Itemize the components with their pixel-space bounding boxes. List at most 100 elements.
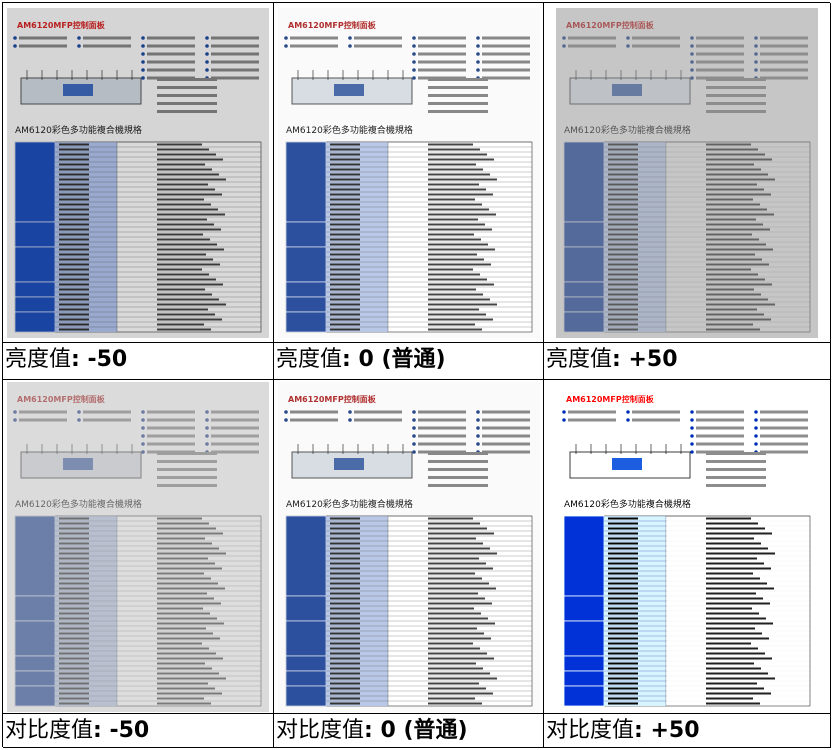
text-line [608,153,638,155]
table-group [285,595,326,621]
text-line [427,313,486,315]
bullet [690,417,694,422]
table-group [14,281,56,297]
table-group [563,246,605,282]
text-line [427,143,473,145]
text-line [427,298,490,300]
text-line [289,44,338,47]
text-line [427,642,473,644]
text-line [706,532,772,534]
text-line [608,233,638,235]
text-line [427,178,497,180]
text-line [760,60,808,63]
text-line [157,93,217,97]
bullet [77,43,81,48]
bullet [754,59,758,64]
text-line [59,248,89,250]
table-group [285,296,326,312]
text-line [329,313,360,315]
bullet [347,417,352,422]
bullet [690,51,694,56]
text-line [706,198,753,200]
text-line [760,418,808,421]
text-line [706,587,774,589]
text-line [417,36,466,39]
text-line [83,418,131,421]
text-line [608,657,638,659]
text-line [329,582,360,584]
text-line [706,308,757,310]
text-line [157,527,216,529]
bullet [141,441,145,446]
text-line [157,672,219,674]
text-line [706,238,759,240]
text-line [706,158,772,160]
text-line [608,213,638,215]
bullet [141,51,145,56]
panel-screen [333,83,364,96]
table-group [563,311,605,332]
text-line [608,612,638,614]
text-line [329,592,360,594]
text-line [706,173,768,175]
bullet [205,59,209,64]
bullet [475,441,480,446]
text-line [481,76,530,79]
text-line [157,702,211,704]
text-line [427,93,488,97]
bullet [754,425,758,430]
caption: 对比度值: -50 [3,714,274,748]
bullet [205,409,209,414]
text-line [706,153,765,155]
text-line [59,692,89,694]
text-line [59,293,89,295]
text-line [59,577,89,579]
text-line [329,677,360,679]
text-line [608,148,638,150]
text-line [157,273,209,275]
text-line [706,93,766,97]
text-line [427,153,487,155]
text-line [427,233,474,235]
caption-setting: : 0 (普通) [364,718,468,743]
text-line [706,475,766,479]
text-line [427,288,476,290]
text-line [427,522,480,524]
bullet [347,35,352,40]
text-line [608,188,638,190]
text-line [706,672,768,674]
text-line [19,44,67,47]
text-line [59,153,89,155]
text-line [59,208,89,210]
text-line [157,607,203,609]
text-line [147,36,195,39]
text-line [427,203,482,205]
table-group [563,281,605,297]
text-line [329,617,360,619]
text-line [706,567,771,569]
text-line [706,85,766,89]
text-line [706,612,759,614]
thumbnail-cell: AM6120MFP控制面板 AM6120彩色多功能複合機規格 [3,3,274,343]
text-line [706,143,751,145]
text-line [59,158,89,160]
text-line [157,278,216,280]
bullet [411,75,416,80]
text-line [608,567,638,569]
text-line [157,637,220,639]
text-line [147,442,195,445]
text-line [157,85,217,89]
bullet [690,75,694,80]
text-line [427,682,479,684]
text-line [706,188,764,190]
text-line [427,637,491,639]
text-line [157,467,217,471]
caption-label: 亮度值 [546,347,613,372]
text-line [706,268,751,270]
text-line [608,557,638,559]
bullet [141,425,145,430]
document-thumbnail: AM6120MFP控制面板 AM6120彩色多功能複合機規格 [556,7,818,338]
text-line [608,183,638,185]
text-line [608,303,638,305]
table-group [285,670,326,686]
